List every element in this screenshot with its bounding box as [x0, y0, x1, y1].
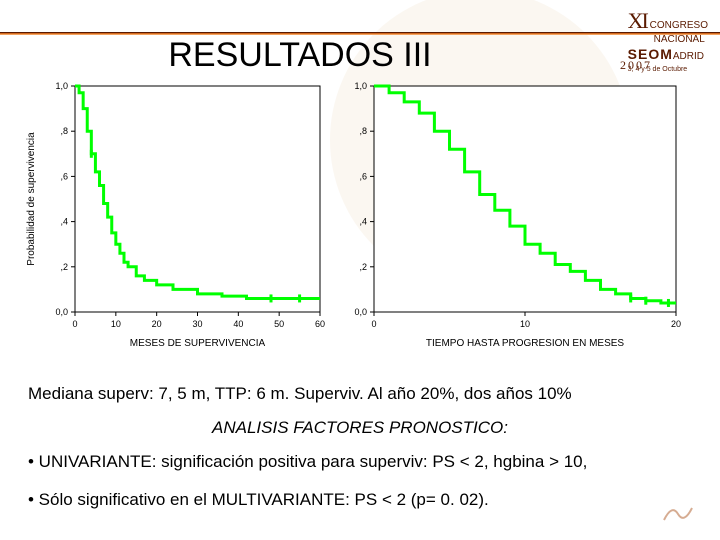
svg-text:20: 20: [671, 319, 681, 329]
svg-text:,6: ,6: [359, 171, 367, 181]
svg-text:,8: ,8: [60, 126, 68, 136]
ttp-chart: 0,0 ,2 ,4 ,6 ,8 1,0 0 10 20 TIEMPO HASTA PROGRESI…: [336, 78, 686, 358]
multivariate-line: • Sólo significativo en el MULTIVARIANTE…: [28, 488, 696, 513]
svg-text:50: 50: [274, 319, 284, 329]
svg-text:0,0: 0,0: [55, 307, 68, 317]
svg-text:,2: ,2: [359, 262, 367, 272]
svg-text:10: 10: [111, 319, 121, 329]
svg-text:20: 20: [152, 319, 162, 329]
summary-line: Mediana superv: 7, 5 m, TTP: 6 m. Superv…: [28, 382, 696, 407]
analysis-heading: ANALISIS FACTORES PRONOSTICO:: [0, 416, 720, 441]
survival-chart: 0,0 ,2 ,4 ,6 ,8 1,0 0 10 20 30 40 50 60 MESES DE SUPE…: [20, 78, 330, 358]
svg-text:40: 40: [233, 319, 243, 329]
svg-text:0: 0: [371, 319, 376, 329]
svg-text:,4: ,4: [359, 217, 367, 227]
header-rule: [0, 32, 720, 35]
svg-text:MESES DE SUPERVIVENCIA: MESES DE SUPERVIVENCIA: [130, 338, 266, 349]
logo-city: ADRID: [673, 51, 704, 62]
charts-row: 0,0 ,2 ,4 ,6 ,8 1,0 0 10 20 30 40 50 60 MESES DE SUPE…: [20, 78, 700, 358]
svg-text:10: 10: [520, 319, 530, 329]
logo-xi: XI: [628, 8, 647, 33]
svg-text:1,0: 1,0: [354, 81, 367, 91]
logo-year: 2007: [620, 58, 652, 73]
svg-text:TIEMPO HASTA PROGRESION EN MES: TIEMPO HASTA PROGRESION EN MESES: [426, 338, 625, 349]
svg-text:1,0: 1,0: [55, 81, 68, 91]
logo-nacional: NACIONAL: [654, 34, 705, 45]
univariate-line: • UNIVARIANTE: significación positiva pa…: [28, 450, 696, 475]
logo-congreso: CONGRESO: [650, 20, 708, 31]
seom-small-logo: [658, 500, 698, 528]
svg-text:,8: ,8: [359, 126, 367, 136]
svg-text:60: 60: [315, 319, 325, 329]
svg-text:Probabilidad de supervivencia: Probabilidad de supervivencia: [26, 132, 37, 266]
svg-text:,6: ,6: [60, 171, 68, 181]
svg-text:,4: ,4: [60, 217, 68, 227]
page-title: RESULTADOS III: [0, 36, 600, 75]
svg-text:,2: ,2: [60, 262, 68, 272]
svg-text:30: 30: [192, 319, 202, 329]
svg-text:0,0: 0,0: [354, 307, 367, 317]
svg-text:0: 0: [72, 319, 77, 329]
